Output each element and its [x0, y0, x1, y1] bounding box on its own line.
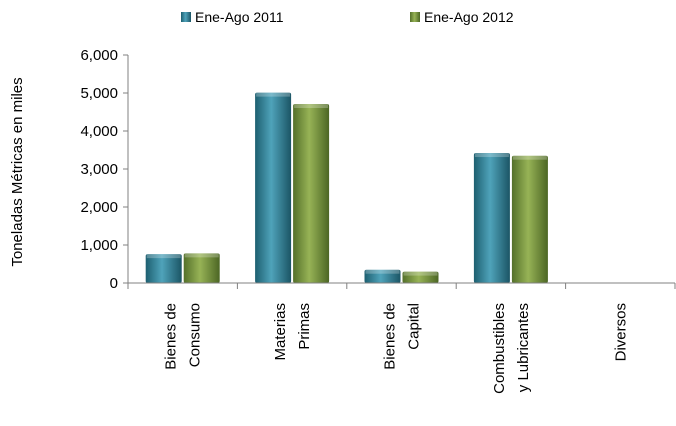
- bar-2012: [511, 155, 548, 283]
- bar-2011: [473, 153, 510, 283]
- bar-2012: [402, 271, 439, 283]
- bar-2012: [183, 253, 220, 283]
- category-label: Bienes de: [163, 303, 180, 370]
- y-tick-label: 0: [110, 275, 118, 292]
- bar-highlight: [184, 253, 219, 258]
- y-axis-ticks: 0 1,000 2,000 3,000 4,000 5,000 6,000: [80, 47, 128, 292]
- legend-label-2012: Ene-Ago 2012: [424, 9, 514, 25]
- bar-2011: [364, 269, 401, 283]
- legend-swatch-2012: [410, 12, 420, 22]
- category-label: Materias: [272, 303, 289, 361]
- bar-highlight: [403, 271, 438, 276]
- category-labels: Bienes de Consumo Materias Primas Bienes de C…: [163, 303, 630, 394]
- y-tick-label: 5,000: [80, 85, 118, 102]
- bar-highlight: [294, 104, 329, 109]
- category-label: Primas: [296, 303, 313, 350]
- category-label: Diversos: [612, 303, 629, 361]
- x-axis-ticks: [127, 283, 676, 289]
- y-tick-label: 3,000: [80, 161, 118, 178]
- y-tick-label: 1,000: [80, 237, 118, 254]
- bar-highlight: [512, 155, 547, 160]
- y-axis-title: Toneladas Métricas en miles: [9, 77, 26, 266]
- bar-highlight: [474, 153, 509, 158]
- legend: Ene-Ago 2011 Ene-Ago 2012: [181, 9, 514, 25]
- category-label: Capital: [406, 303, 423, 350]
- bar-2011: [255, 92, 292, 284]
- category-label: Bienes de: [382, 303, 399, 370]
- y-tick-label: 4,000: [80, 123, 118, 140]
- bar-2012: [293, 104, 330, 284]
- category-label: Consumo: [187, 303, 204, 367]
- bar-highlight: [256, 92, 291, 97]
- y-tick-label: 2,000: [80, 199, 118, 216]
- legend-label-2011: Ene-Ago 2011: [195, 9, 284, 25]
- bar-highlight: [146, 254, 181, 259]
- bars: [145, 92, 548, 284]
- category-label: Combustibles: [491, 303, 508, 394]
- axes: [127, 55, 675, 284]
- category-label: y Lubricantes: [515, 303, 532, 392]
- bar-highlight: [365, 269, 400, 274]
- bar-2011: [145, 254, 182, 283]
- legend-swatch-2011: [181, 12, 191, 22]
- y-tick-label: 6,000: [80, 47, 118, 64]
